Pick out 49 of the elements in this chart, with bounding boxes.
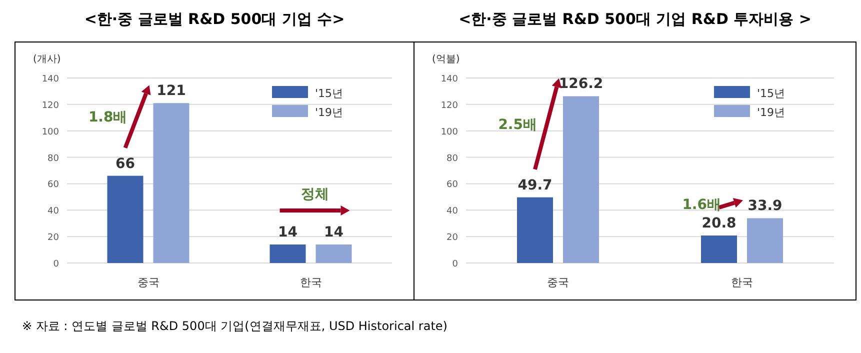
annotation: 1.8배 bbox=[88, 109, 128, 126]
legend-label: '15년 bbox=[757, 87, 786, 100]
data-label: 20.8 bbox=[702, 216, 736, 232]
legend-label: '19년 bbox=[757, 106, 786, 119]
y-axis-title: (억불) bbox=[432, 54, 460, 65]
data-label: 33.9 bbox=[748, 198, 782, 214]
legend-label: '19년 bbox=[315, 106, 344, 119]
y-tick-label: 120 bbox=[42, 100, 60, 111]
y-tick-label: 140 bbox=[440, 74, 458, 84]
bar bbox=[747, 218, 783, 263]
annotation: 1.6배 bbox=[682, 196, 721, 213]
y-tick-label: 60 bbox=[446, 180, 458, 190]
chart-title: <한·중 글로벌 R&D 500대 기업 수> bbox=[84, 10, 345, 28]
y-tick-label: 40 bbox=[446, 206, 458, 217]
y-tick-label: 0 bbox=[452, 260, 458, 270]
bar bbox=[107, 176, 144, 263]
y-tick-label: 80 bbox=[446, 154, 458, 164]
y-tick-label: 80 bbox=[48, 154, 60, 164]
bar bbox=[316, 244, 352, 263]
y-axis-title: (개사) bbox=[33, 54, 61, 65]
data-label: 66 bbox=[116, 156, 135, 172]
bar bbox=[270, 244, 306, 263]
y-tick-label: 0 bbox=[53, 260, 60, 270]
data-label: 126.2 bbox=[558, 76, 604, 92]
legend-label: '15년 bbox=[315, 87, 344, 100]
annotation: 2.5배 bbox=[498, 116, 537, 133]
x-tick-label: 중국 bbox=[547, 276, 569, 289]
y-tick-label: 20 bbox=[48, 233, 60, 244]
y-tick-label: 100 bbox=[440, 127, 458, 138]
y-tick-label: 60 bbox=[48, 180, 60, 190]
y-tick-label: 40 bbox=[48, 206, 60, 217]
y-tick-label: 100 bbox=[42, 127, 60, 138]
bar bbox=[701, 236, 737, 263]
data-label: 121 bbox=[156, 83, 186, 100]
chart-title: <한·중 글로벌 R&D 500대 기업 R&D 투자비용 > bbox=[458, 10, 812, 28]
x-tick-label: 중국 bbox=[137, 276, 160, 289]
bar bbox=[153, 103, 190, 263]
data-label: 14 bbox=[278, 224, 298, 240]
y-tick-label: 140 bbox=[42, 74, 60, 84]
data-label: 14 bbox=[324, 224, 344, 240]
y-tick-label: 120 bbox=[440, 100, 458, 111]
x-tick-label: 한국 bbox=[731, 276, 753, 289]
y-tick-label: 20 bbox=[446, 233, 458, 244]
bar bbox=[563, 96, 599, 263]
bar bbox=[517, 197, 553, 263]
annotation: 정체 bbox=[300, 186, 329, 202]
data-label: 49.7 bbox=[518, 177, 552, 194]
x-tick-label: 한국 bbox=[300, 276, 322, 289]
text: ※ 자료 : 연도별 글로벌 R&D 500대 기업(연결재무재표, USD Historical rate) bbox=[22, 319, 448, 333]
